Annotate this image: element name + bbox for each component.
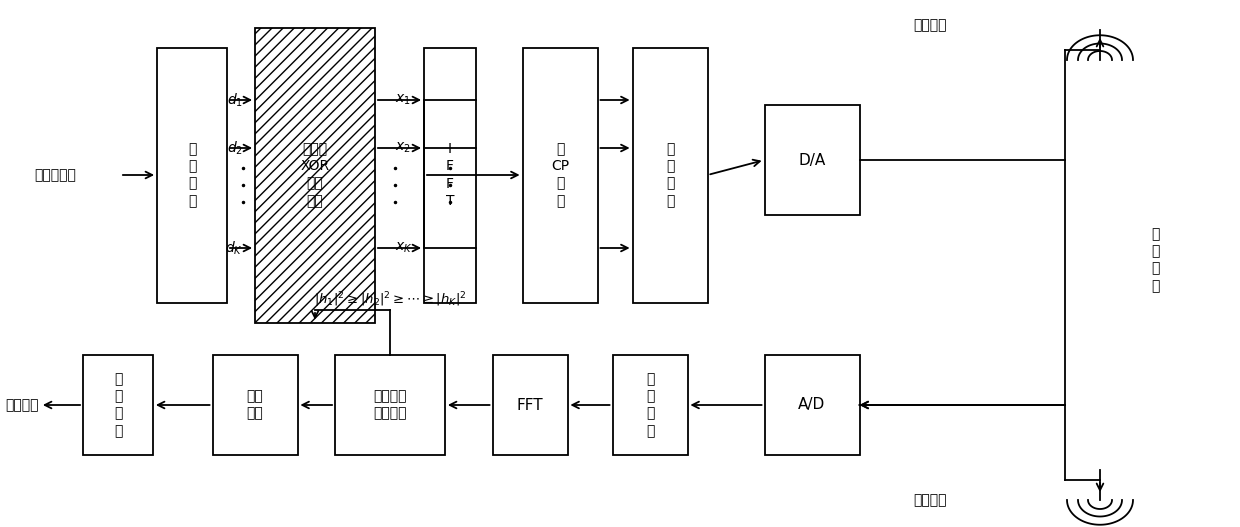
Bar xyxy=(632,47,708,302)
Bar xyxy=(212,355,298,455)
Text: 射频放大: 射频放大 xyxy=(913,18,947,32)
Text: I
F
F
T: I F F T xyxy=(445,142,454,208)
Text: A/D: A/D xyxy=(799,397,826,413)
Bar xyxy=(83,355,153,455)
Text: 信道均衡
与解映射: 信道均衡 与解映射 xyxy=(373,389,407,421)
Text: $x_K$: $x_K$ xyxy=(396,241,413,255)
Text: 串
并
变
换: 串 并 变 换 xyxy=(646,372,655,438)
Bar xyxy=(424,47,476,302)
Bar xyxy=(765,105,859,215)
Bar xyxy=(522,47,598,302)
Text: $|h_1|^2\geq|h_2|^2\geq\cdots\geq|h_K|^2$: $|h_1|^2\geq|h_2|^2\geq\cdots\geq|h_K|^2… xyxy=(314,291,466,309)
Text: 输出数据: 输出数据 xyxy=(5,398,38,412)
Bar xyxy=(765,355,859,455)
Text: 安全
译码: 安全 译码 xyxy=(247,389,263,421)
Text: $d_2$: $d_2$ xyxy=(227,139,243,157)
Bar xyxy=(613,355,687,455)
Text: 子载波
XOR
配对
算法: 子载波 XOR 配对 算法 xyxy=(300,142,330,208)
Bar xyxy=(335,355,445,455)
Text: 衰
落
信
道: 衰 落 信 道 xyxy=(1151,227,1159,293)
Text: $d_K$: $d_K$ xyxy=(226,239,243,257)
Bar xyxy=(492,355,568,455)
Text: $x_1$: $x_1$ xyxy=(396,93,410,107)
Text: 并
串
变
换: 并 串 变 换 xyxy=(666,142,675,208)
Text: $d_1$: $d_1$ xyxy=(227,91,243,109)
Text: 加
CP
加
窗: 加 CP 加 窗 xyxy=(551,142,569,208)
Text: 串
并
变
换: 串 并 变 换 xyxy=(187,142,196,208)
Text: FFT: FFT xyxy=(517,397,543,413)
Bar xyxy=(157,47,227,302)
Text: 射频放大: 射频放大 xyxy=(913,493,947,507)
Text: $x_2$: $x_2$ xyxy=(396,141,410,155)
Text: 输入比特流: 输入比特流 xyxy=(33,168,76,182)
Bar xyxy=(255,27,374,323)
Text: D/A: D/A xyxy=(799,152,826,168)
Text: 并
串
变
换: 并 串 变 换 xyxy=(114,372,123,438)
